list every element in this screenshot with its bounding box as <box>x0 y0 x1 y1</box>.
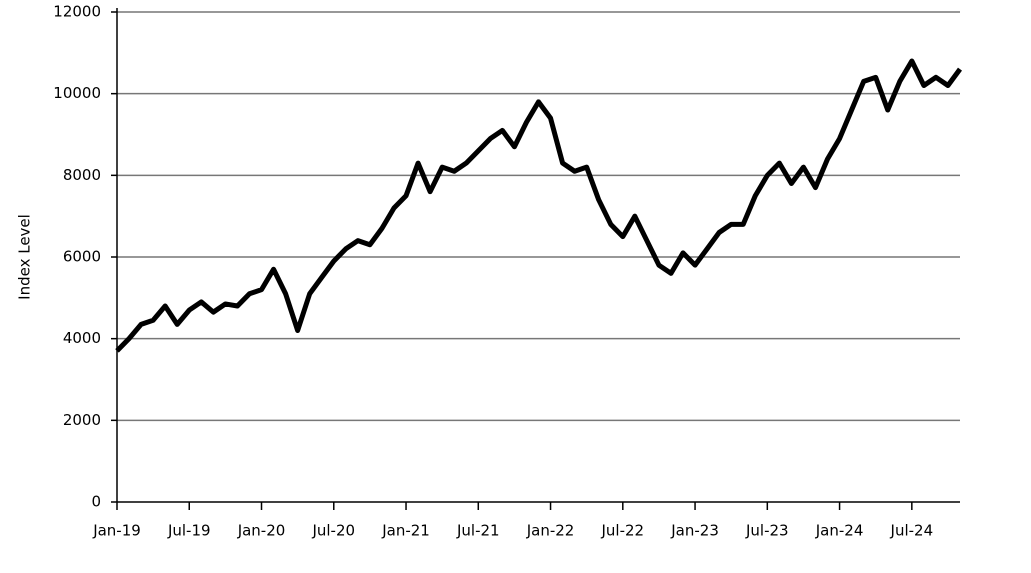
x-tick-label: Jan-20 <box>237 522 286 540</box>
y-tick-label: 4000 <box>63 329 101 347</box>
series-line <box>115 58 963 353</box>
x-tick-label: Jan-24 <box>815 522 864 540</box>
y-tick-label: 8000 <box>63 166 101 184</box>
x-tick-label: Jul-21 <box>456 522 500 540</box>
x-tick-label: Jul-20 <box>311 522 355 540</box>
x-tick-label: Jul-24 <box>890 522 934 540</box>
y-tick-label: 10000 <box>53 84 101 102</box>
y-tick-label: 2000 <box>63 411 101 429</box>
x-tick-label: Jan-22 <box>526 522 575 540</box>
x-tick-label: Jul-22 <box>600 522 644 540</box>
x-tick-label: Jul-23 <box>745 522 789 540</box>
x-tick-label: Jan-19 <box>92 522 141 540</box>
y-tick-label: 12000 <box>53 3 101 21</box>
y-tick-label: 0 <box>91 493 101 511</box>
y-tick-label: 6000 <box>63 248 101 266</box>
y-axis-label: Index Level <box>16 214 34 300</box>
x-tick-label: Jan-23 <box>670 522 719 540</box>
x-tick-label: Jan-21 <box>381 522 430 540</box>
x-tick-label: Jul-19 <box>167 522 211 540</box>
